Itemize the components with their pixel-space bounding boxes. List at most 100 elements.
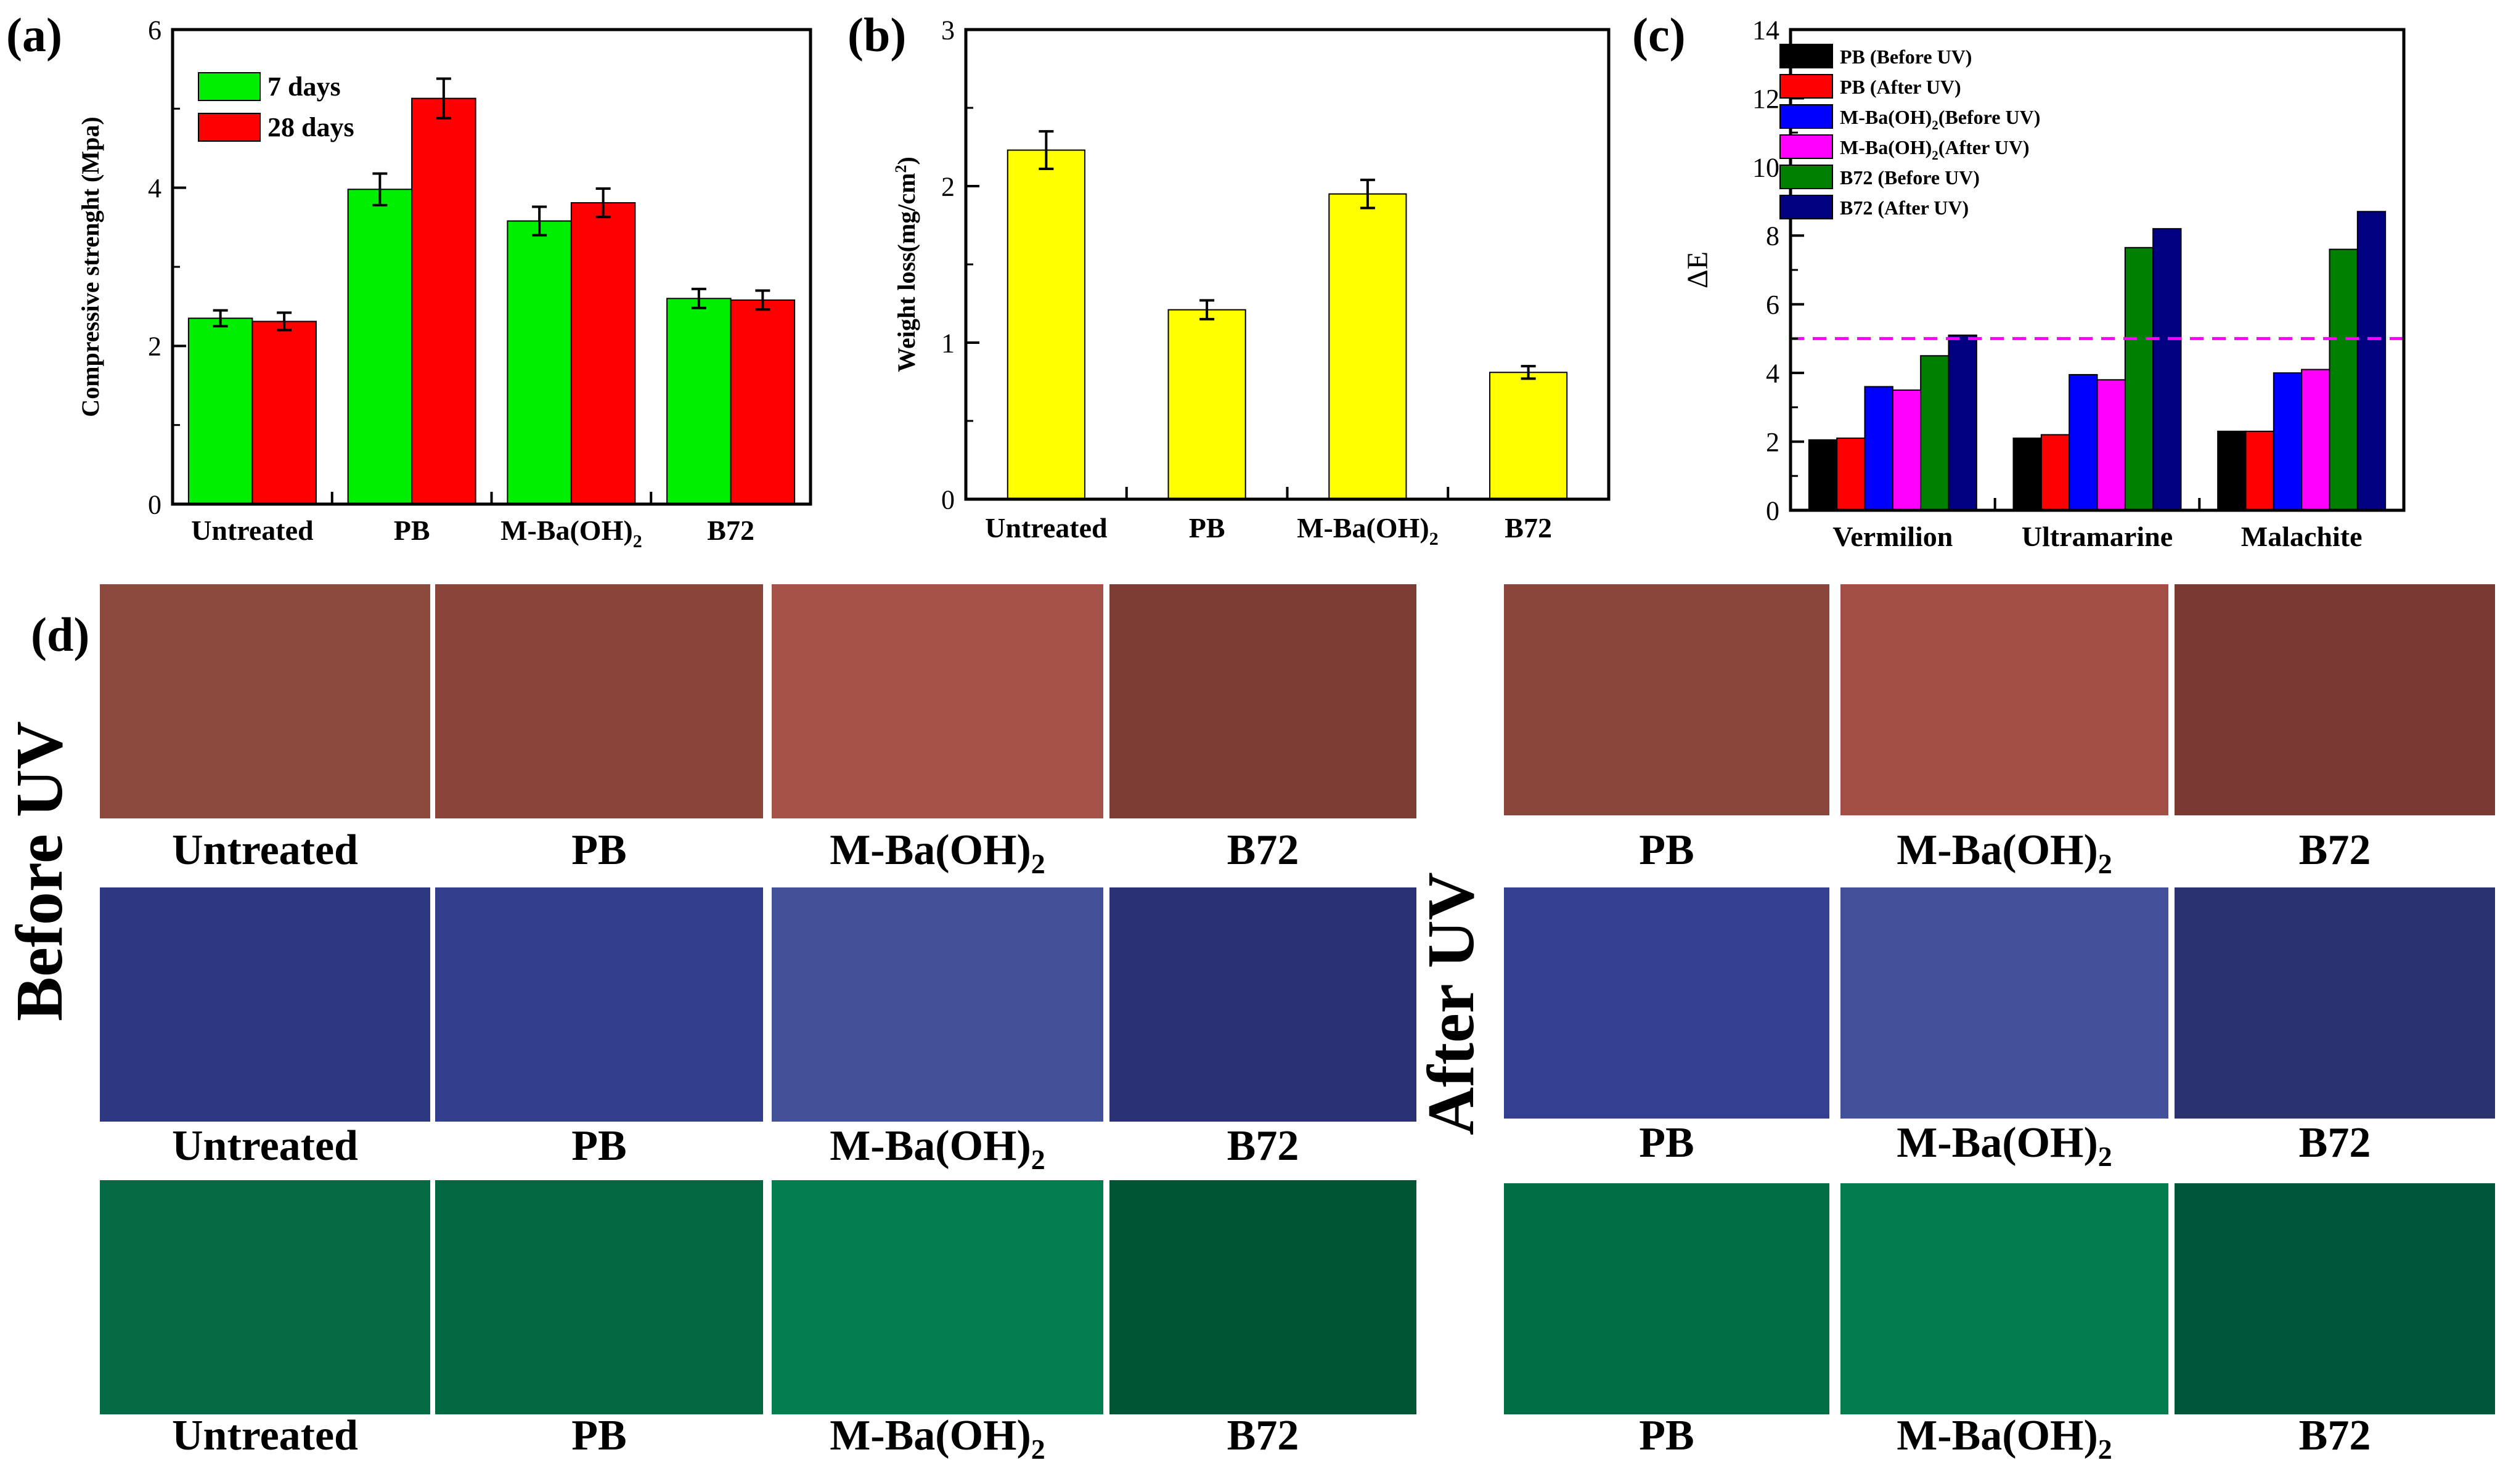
y-tick-label: 2 [941, 171, 955, 202]
x-tick-label: Ultramarine [2022, 521, 2173, 552]
legend-swatch [198, 72, 261, 101]
bar-1-3 [507, 220, 572, 505]
after-uv-swatch-label: PB [1639, 1119, 1694, 1167]
bar-3-3 [2273, 372, 2303, 512]
before-uv-swatch-label: Untreated [172, 826, 358, 874]
y-axis-label: Compressive strenght (Mpa) [76, 116, 104, 417]
before-uv-swatch-1-4 [1109, 584, 1416, 818]
before-uv-swatch-label: B72 [1227, 1412, 1299, 1459]
before-uv-swatch-label: PB [571, 1122, 627, 1170]
legend-label: PB (Before UV) [1840, 46, 1972, 68]
y-axis-label: Weight loss(mg/cm2) [892, 157, 920, 372]
before-uv-swatch-2-3 [772, 887, 1103, 1122]
legend-swatch [198, 113, 261, 142]
after-uv-swatch-2-3 [2175, 887, 2495, 1119]
legend-swatch [1779, 134, 1833, 159]
y-tick-label: 6 [148, 15, 161, 45]
legend-swatch [1779, 74, 1833, 99]
panel-label-d: (d) [31, 608, 90, 661]
after-uv-swatch-3-1 [1504, 1183, 1829, 1414]
y-tick-label: 6 [1766, 290, 1779, 320]
y-tick-label: 0 [1766, 495, 1779, 526]
bar-3-2 [2069, 373, 2098, 512]
after-uv-swatch-label: PB [1639, 1412, 1694, 1459]
bar-2-3 [2245, 430, 2274, 511]
before-uv-swatch-2-2 [435, 887, 763, 1122]
after-uv-swatch-1-3 [2175, 584, 2495, 815]
before-uv-swatch-label: M-Ba(OH)2 [830, 1412, 1045, 1465]
chart-a: Untreated PB M-Ba(OH)2 B72 0 2 4 6 Compressive s… [76, 15, 812, 552]
after-uv-swatch-label: M-Ba(OH)2 [1897, 1119, 2112, 1172]
before-uv-swatch-label: M-Ba(OH)2 [830, 826, 1045, 879]
bar-1-3 [1328, 193, 1407, 500]
y-tick-label: 1 [941, 328, 955, 358]
before-uv-swatch-label: Untreated [172, 1412, 358, 1459]
before-uv-swatch-3-3 [772, 1180, 1103, 1414]
before-uv-swatch-1-2 [435, 584, 763, 818]
legend-swatch [1779, 165, 1833, 189]
bar-2-2 [2040, 434, 2070, 512]
bar-1-4 [666, 298, 732, 505]
x-tick-label: PB [1189, 512, 1225, 544]
bar-1-3 [2217, 430, 2247, 511]
panel-label-b: (b) [848, 8, 907, 62]
bar-6-2 [2152, 228, 2182, 511]
x-tick-label: Vermilion [1832, 521, 1953, 552]
bar-1-2 [2012, 438, 2042, 511]
before-uv-swatch-1-3 [772, 584, 1103, 818]
before-uv-swatch-2-4 [1109, 887, 1416, 1122]
after-uv-swatch-3-2 [1840, 1183, 2168, 1414]
after-uv-swatch-label: M-Ba(OH)2 [1897, 826, 2112, 879]
y-tick-label: 2 [1766, 427, 1779, 457]
bar-5-2 [2124, 247, 2154, 511]
bar-2-3 [570, 202, 636, 505]
y-tick-label: 12 [1752, 84, 1779, 114]
after-uv-swatch-1-1 [1504, 584, 1829, 815]
y-tick-label: 4 [148, 173, 161, 203]
y-tick-label: 0 [148, 489, 161, 520]
y-axis-label: ΔE [1681, 251, 1714, 288]
bar-1-2 [1167, 309, 1246, 500]
x-tick-label: M-Ba(OH)2 [500, 515, 642, 552]
bar-4-1 [1892, 389, 1922, 511]
panel-label-a: (a) [6, 8, 62, 62]
before-uv-swatch-label: B72 [1227, 826, 1299, 874]
bar-2-1 [251, 320, 317, 505]
y-tick-label: 2 [148, 332, 161, 362]
bar-1-4 [1489, 372, 1568, 500]
bar-1-1 [1007, 149, 1085, 500]
y-tick-label: 14 [1752, 15, 1779, 45]
legend-swatch [1779, 44, 1833, 68]
bar-2-4 [730, 299, 796, 505]
bar-3-1 [1864, 386, 1893, 512]
before-uv-swatch-label: M-Ba(OH)2 [830, 1122, 1045, 1175]
x-tick-label: PB [394, 515, 430, 546]
panel-label-c: (c) [1632, 8, 1686, 62]
legend-label: B72 (Before UV) [1840, 166, 1980, 189]
bar-4-3 [2301, 369, 2330, 511]
bar-6-1 [1948, 334, 1977, 511]
after-uv-label: After UV [1415, 872, 1488, 1135]
after-uv-swatch-3-3 [2175, 1183, 2495, 1414]
before-uv-swatch-3-1 [100, 1180, 430, 1414]
y-tick-label: 3 [941, 15, 955, 45]
bar-2-2 [411, 97, 476, 505]
chart-c: Vermilion Ultramarine Malachite 0 2 4 6 8 10 12 14… [1681, 15, 2406, 552]
after-uv-swatch-2-2 [1840, 887, 2168, 1119]
y-tick-label: 4 [1766, 359, 1779, 389]
before-uv-swatch-3-2 [435, 1180, 763, 1414]
before-uv-swatch-label: PB [571, 1412, 627, 1459]
before-uv-swatch-1-1 [100, 584, 430, 818]
before-uv-swatch-label: PB [571, 826, 627, 874]
before-uv-swatch-label: Untreated [172, 1122, 358, 1170]
bar-5-3 [2329, 248, 2358, 511]
after-uv-swatch-label: B72 [2298, 1412, 2371, 1459]
before-uv-swatch-label: B72 [1227, 1122, 1299, 1170]
y-tick-label: 0 [941, 484, 955, 515]
after-uv-swatch-1-2 [1840, 584, 2168, 815]
legend-swatch [1779, 195, 1833, 219]
legend-label: PB (After UV) [1840, 76, 1961, 98]
legend-swatch [1779, 104, 1833, 129]
bar-2-1 [1836, 438, 1866, 511]
x-tick-label: Untreated [191, 515, 314, 546]
